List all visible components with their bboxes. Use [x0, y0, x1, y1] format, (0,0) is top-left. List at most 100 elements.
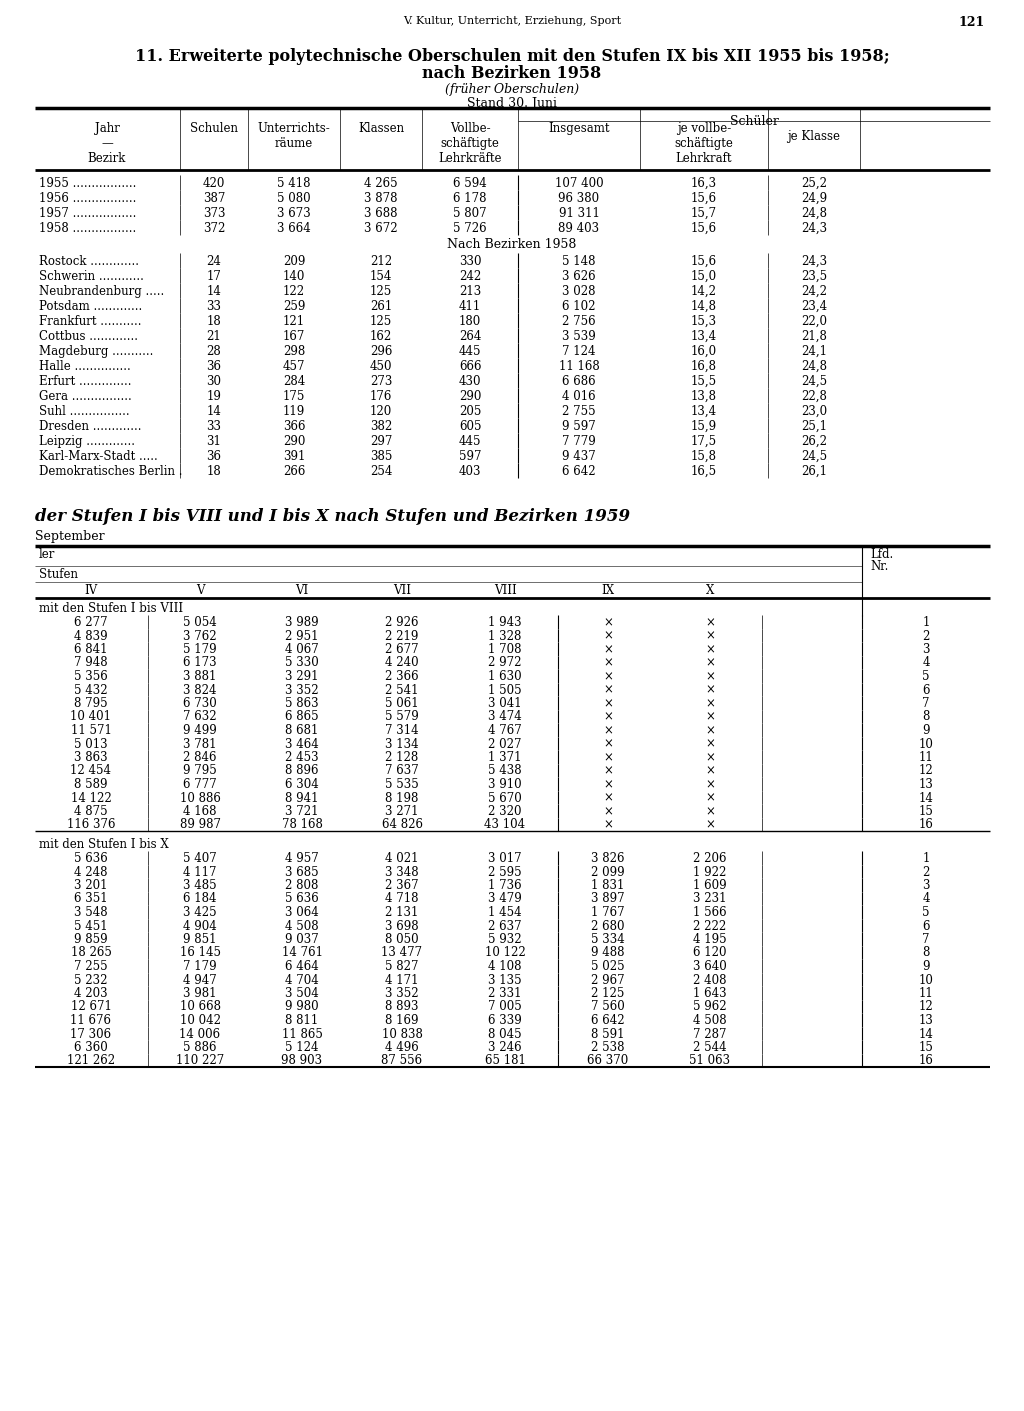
Text: 3 041: 3 041 [488, 697, 522, 710]
Text: 3 201: 3 201 [75, 879, 108, 892]
Text: 25,1: 25,1 [801, 420, 827, 433]
Text: 3 672: 3 672 [365, 222, 397, 236]
Text: 2 125: 2 125 [591, 988, 625, 1000]
Text: 6 184: 6 184 [183, 893, 217, 906]
Text: ×: × [603, 643, 613, 656]
Text: 89 403: 89 403 [558, 222, 600, 236]
Text: 6 178: 6 178 [454, 192, 486, 205]
Text: 15,8: 15,8 [691, 450, 717, 463]
Text: 4 016: 4 016 [562, 389, 596, 404]
Text: Jahr
—
Bezirk: Jahr — Bezirk [88, 121, 126, 165]
Text: (früher Oberschulen): (früher Oberschulen) [445, 83, 579, 96]
Text: V: V [196, 584, 204, 597]
Text: je Klasse: je Klasse [787, 130, 841, 143]
Text: ×: × [706, 738, 715, 751]
Text: 1 736: 1 736 [488, 879, 522, 892]
Text: 3 626: 3 626 [562, 270, 596, 284]
Text: 30: 30 [207, 375, 221, 388]
Text: 24,9: 24,9 [801, 192, 827, 205]
Text: 4: 4 [923, 893, 930, 906]
Text: 2 367: 2 367 [385, 879, 419, 892]
Text: 180: 180 [459, 315, 481, 327]
Text: Nach Bezirken 1958: Nach Bezirken 1958 [447, 238, 577, 251]
Text: 110 227: 110 227 [176, 1054, 224, 1068]
Text: 7: 7 [923, 697, 930, 710]
Text: 1 630: 1 630 [488, 670, 522, 683]
Text: 43 104: 43 104 [484, 818, 525, 831]
Text: 4 875: 4 875 [74, 806, 108, 818]
Text: der Stufen I bis VIII und I bis X nach Stufen und Bezirken 1959: der Stufen I bis VIII und I bis X nach S… [35, 508, 630, 525]
Text: 7 287: 7 287 [693, 1027, 727, 1040]
Text: 13,4: 13,4 [691, 330, 717, 343]
Text: 297: 297 [370, 435, 392, 449]
Text: 4 718: 4 718 [385, 893, 419, 906]
Text: VIII: VIII [494, 584, 516, 597]
Text: 1 643: 1 643 [693, 988, 727, 1000]
Text: 4 508: 4 508 [693, 1015, 727, 1027]
Text: 5: 5 [923, 906, 930, 919]
Text: 3 134: 3 134 [385, 738, 419, 751]
Text: ler: ler [39, 547, 55, 562]
Text: 15,0: 15,0 [691, 270, 717, 284]
Text: 5 418: 5 418 [278, 176, 310, 190]
Text: 5 432: 5 432 [74, 683, 108, 697]
Text: 5: 5 [923, 670, 930, 683]
Text: ×: × [603, 683, 613, 697]
Text: ×: × [603, 656, 613, 669]
Text: X: X [706, 584, 714, 597]
Text: 18: 18 [207, 466, 221, 478]
Text: 3 352: 3 352 [286, 683, 318, 697]
Text: 11 676: 11 676 [71, 1015, 112, 1027]
Text: Schulen: Schulen [190, 121, 238, 135]
Text: 254: 254 [370, 466, 392, 478]
Text: 1 454: 1 454 [488, 906, 522, 919]
Text: 16,0: 16,0 [691, 346, 717, 358]
Text: 2 541: 2 541 [385, 683, 419, 697]
Text: 6 464: 6 464 [285, 959, 318, 974]
Text: 16 145: 16 145 [179, 947, 220, 959]
Text: 7 314: 7 314 [385, 724, 419, 737]
Text: ×: × [706, 670, 715, 683]
Text: 167: 167 [283, 330, 305, 343]
Text: 18 265: 18 265 [71, 947, 112, 959]
Text: 205: 205 [459, 405, 481, 418]
Text: 6: 6 [923, 920, 930, 933]
Text: nach Bezirken 1958: nach Bezirken 1958 [422, 65, 602, 82]
Text: 290: 290 [283, 435, 305, 449]
Text: ×: × [706, 818, 715, 831]
Text: 6 173: 6 173 [183, 656, 217, 669]
Text: 120: 120 [370, 405, 392, 418]
Text: 2 595: 2 595 [488, 865, 522, 879]
Text: 28: 28 [207, 346, 221, 358]
Text: 15,5: 15,5 [691, 375, 717, 388]
Text: 2 453: 2 453 [286, 751, 318, 763]
Text: 6 120: 6 120 [693, 947, 727, 959]
Text: 2 926: 2 926 [385, 617, 419, 629]
Text: 8 045: 8 045 [488, 1027, 522, 1040]
Text: 87 556: 87 556 [381, 1054, 423, 1068]
Text: 23,4: 23,4 [801, 301, 827, 313]
Text: 16,8: 16,8 [691, 360, 717, 373]
Text: 11. Erweiterte polytechnische Oberschulen mit den Stufen IX bis XII 1955 bis 195: 11. Erweiterte polytechnische Oberschule… [134, 48, 890, 65]
Text: 6 865: 6 865 [286, 711, 318, 724]
Text: 14,2: 14,2 [691, 285, 717, 298]
Text: 14,8: 14,8 [691, 301, 717, 313]
Text: 2 366: 2 366 [385, 670, 419, 683]
Text: 7 632: 7 632 [183, 711, 217, 724]
Text: Karl-Marx-Stadt .....: Karl-Marx-Stadt ..... [39, 450, 158, 463]
Text: 107 400: 107 400 [555, 176, 603, 190]
Text: 2 967: 2 967 [591, 974, 625, 986]
Text: 3 981: 3 981 [183, 988, 217, 1000]
Text: 2 320: 2 320 [488, 806, 522, 818]
Text: 9 037: 9 037 [285, 933, 318, 945]
Text: 91 311: 91 311 [558, 207, 599, 220]
Text: 1955 .................: 1955 ................. [39, 176, 136, 190]
Text: 3 640: 3 640 [693, 959, 727, 974]
Text: 3: 3 [923, 879, 930, 892]
Text: 10: 10 [919, 738, 934, 751]
Text: 1 922: 1 922 [693, 865, 727, 879]
Text: ×: × [706, 751, 715, 763]
Text: 65 181: 65 181 [484, 1054, 525, 1068]
Text: 3 464: 3 464 [285, 738, 318, 751]
Text: 1: 1 [923, 852, 930, 865]
